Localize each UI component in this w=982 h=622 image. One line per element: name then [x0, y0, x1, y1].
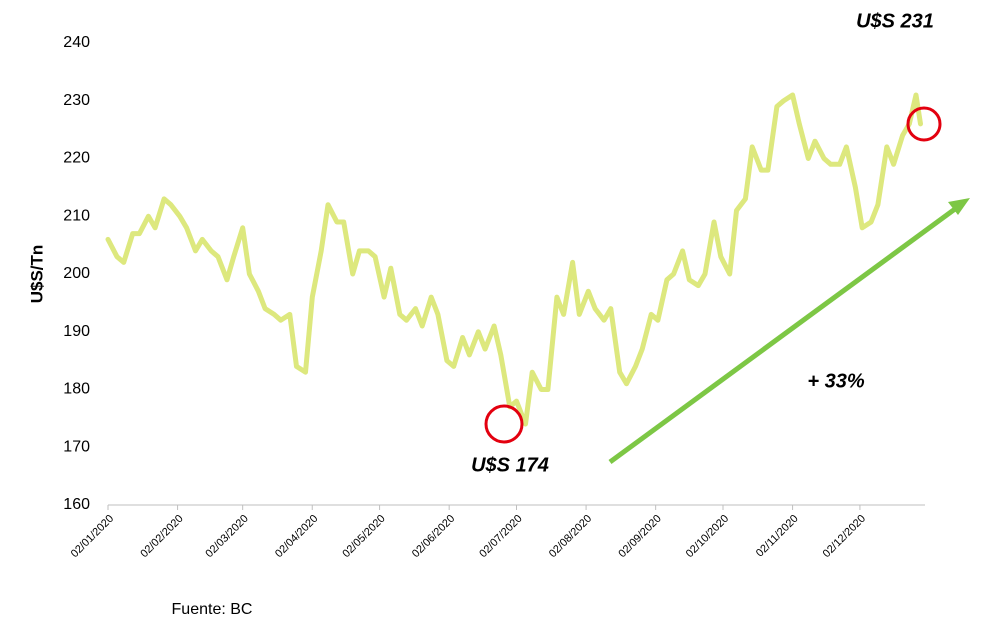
y-tick-label: 180: [63, 381, 90, 398]
x-tick-label: 02/03/2020: [203, 513, 250, 560]
y-tick-label: 160: [63, 496, 90, 513]
price-line: [105, 92, 923, 427]
y-tick-label: 230: [63, 92, 90, 109]
x-tick-label: 02/02/2020: [138, 513, 185, 560]
x-tick-label: 02/12/2020: [821, 513, 868, 560]
x-tick-label: 02/06/2020: [410, 513, 457, 560]
x-tick-label: 02/04/2020: [273, 513, 320, 560]
y-tick-label: 210: [63, 207, 90, 224]
y-tick-label: 240: [63, 34, 90, 51]
x-tick-label: 02/08/2020: [547, 513, 594, 560]
annotation: U$S 231: [856, 10, 934, 32]
trend-arrow-head: [948, 198, 970, 215]
x-tick-label: 02/01/2020: [69, 513, 116, 560]
x-tick-label: 02/09/2020: [616, 513, 663, 560]
y-tick-label: 190: [63, 323, 90, 340]
x-tick-label: 02/10/2020: [684, 513, 731, 560]
x-tick-label: 02/05/2020: [340, 513, 387, 560]
source: Fuente: BC: [172, 601, 253, 618]
x-tick-label: 02/11/2020: [754, 513, 801, 560]
y-axis-label: U$S/Tn: [27, 245, 46, 304]
y-tick-label: 200: [63, 265, 90, 282]
y-tick-label: 220: [63, 150, 90, 167]
trend-arrow: [608, 206, 957, 465]
annotation: U$S 174: [471, 454, 549, 476]
high-marker: [906, 106, 942, 142]
x-tick-label: 02/07/2020: [477, 513, 524, 560]
low-marker: [484, 404, 524, 444]
y-tick-label: 170: [63, 438, 90, 455]
annotation: + 33%: [807, 370, 864, 392]
